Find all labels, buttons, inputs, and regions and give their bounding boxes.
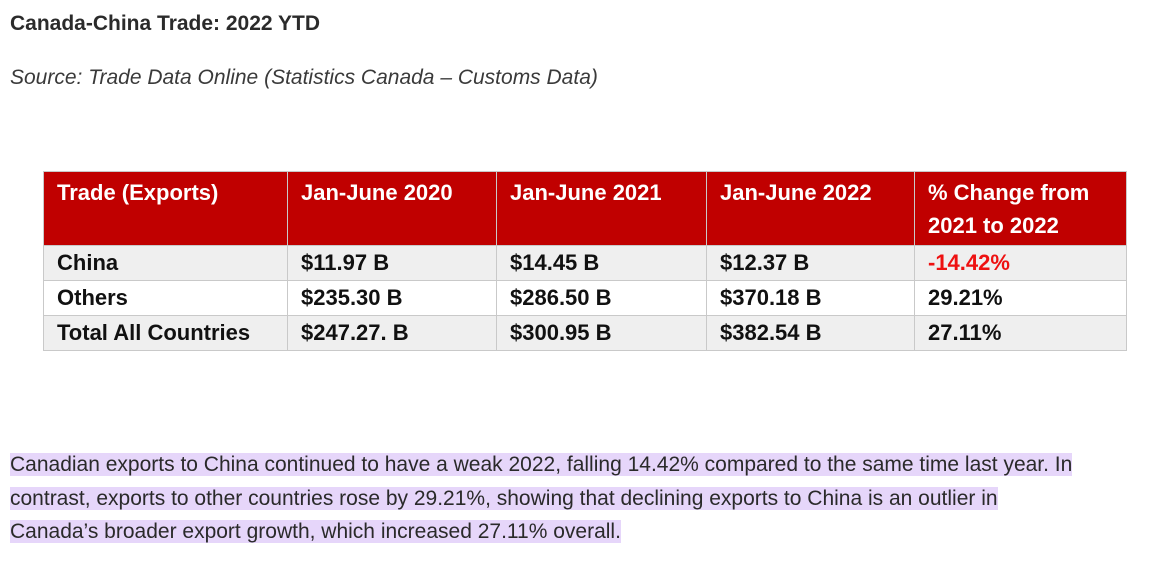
summary-line: Canada’s broader export growth, which in… [10,520,621,543]
table-cell: $370.18 B [706,280,915,316]
table-cell: $300.95 B [496,315,707,351]
table-cell-negative-change: -14.42% [914,245,1127,281]
column-header-2021: Jan-June 2021 [496,171,707,246]
summary-line: Canadian exports to China continued to h… [10,453,1073,476]
source-citation: Source: Trade Data Online (Statistics Ca… [10,66,598,89]
column-header-2022: Jan-June 2022 [706,171,915,246]
column-header-trade: Trade (Exports) [43,171,288,246]
table-row: China $11.97 B $14.45 B $12.37 B -14.42% [43,245,1127,281]
trade-table: Trade (Exports) Jan-June 2020 Jan-June 2… [43,171,1127,351]
table-header-row: Trade (Exports) Jan-June 2020 Jan-June 2… [43,171,1127,246]
table-cell: 27.11% [914,315,1127,351]
row-label-china: China [43,245,288,281]
row-label-total: Total All Countries [43,315,288,351]
table-cell: 29.21% [914,280,1127,316]
table-row: Total All Countries $247.27. B $300.95 B… [43,315,1127,351]
table-cell: $11.97 B [287,245,497,281]
row-label-others: Others [43,280,288,316]
table-cell: $235.30 B [287,280,497,316]
table-cell: $14.45 B [496,245,707,281]
column-header-2020: Jan-June 2020 [287,171,497,246]
table-row: Others $235.30 B $286.50 B $370.18 B 29.… [43,280,1127,316]
table-cell: $382.54 B [706,315,915,351]
page-heading: Canada-China Trade: 2022 YTD [10,12,321,35]
table-cell: $247.27. B [287,315,497,351]
summary-line: contrast, exports to other countries ros… [10,486,998,510]
table-cell: $286.50 B [496,280,707,316]
summary-paragraph: Canadian exports to China continued to h… [10,448,1150,549]
column-header-pct-change: % Change from 2021 to 2022 [914,171,1127,246]
table-cell: $12.37 B [706,245,915,281]
